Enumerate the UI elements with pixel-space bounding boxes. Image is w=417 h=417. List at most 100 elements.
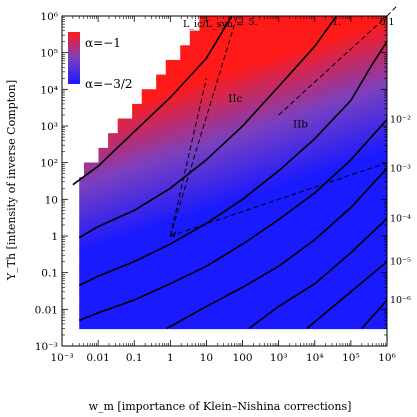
- heatmap-cell: [194, 59, 201, 66]
- heatmap-cell: [218, 133, 225, 139]
- heatmap-cell: [334, 172, 340, 178]
- y-tick-label: 0.1: [41, 268, 58, 280]
- heatmap-cell: [194, 269, 201, 276]
- heatmap-cell: [88, 172, 95, 178]
- heatmap-cell: [146, 240, 152, 247]
- heatmap-cell: [281, 167, 287, 173]
- heatmap-cell: [271, 284, 277, 291]
- heatmap-cell: [329, 294, 335, 300]
- heatmap-cell: [146, 255, 152, 261]
- heatmap-cell: [343, 25, 350, 32]
- heatmap-cell: [257, 177, 263, 183]
- heatmap-cell: [324, 240, 330, 247]
- heatmap-cell: [233, 40, 239, 46]
- heatmap-cell: [266, 55, 273, 61]
- heatmap-cell: [382, 162, 387, 168]
- heatmap-cell: [165, 225, 172, 232]
- heatmap-cell: [362, 274, 369, 281]
- heatmap-cell: [319, 196, 326, 203]
- heatmap-cell: [266, 274, 273, 281]
- heatmap-cell: [185, 64, 191, 71]
- heatmap-cell: [257, 323, 263, 330]
- heatmap-cell: [175, 299, 181, 305]
- heatmap-cell: [228, 201, 234, 208]
- heatmap-cell: [286, 30, 292, 37]
- heatmap-cell: [247, 25, 253, 32]
- heatmap-cell: [257, 172, 263, 178]
- heatmap-cell: [261, 64, 268, 71]
- heatmap-cell: [319, 147, 326, 154]
- heatmap-cell: [180, 79, 186, 85]
- heatmap-cell: [334, 25, 340, 32]
- heatmap-cell: [257, 235, 263, 242]
- heatmap-cell: [122, 152, 128, 159]
- heatmap-cell: [223, 118, 229, 125]
- heatmap-cell: [377, 177, 383, 183]
- heatmap-cell: [257, 133, 263, 139]
- heatmap-cell: [112, 182, 119, 188]
- heatmap-cell: [266, 235, 273, 242]
- heatmap-cell: [223, 265, 229, 271]
- heatmap-cell: [93, 308, 100, 315]
- heatmap-cell: [180, 250, 186, 256]
- heatmap-cell: [204, 99, 210, 105]
- heatmap-cell: [151, 157, 157, 164]
- heatmap-cell: [358, 177, 364, 183]
- heatmap-cell: [93, 235, 100, 242]
- heatmap-cell: [257, 99, 263, 105]
- heatmap-cell: [136, 304, 143, 310]
- heatmap-cell: [194, 167, 201, 173]
- heatmap-cell: [310, 304, 316, 310]
- heatmap-cell: [165, 196, 172, 203]
- heatmap-cell: [362, 113, 369, 120]
- heatmap-cell: [218, 186, 225, 193]
- heatmap-cell: [271, 138, 277, 144]
- heatmap-cell: [343, 177, 350, 183]
- heatmap-cell: [108, 274, 114, 281]
- heatmap-cell: [141, 211, 148, 217]
- heatmap-cell: [170, 167, 177, 173]
- heatmap-cell: [334, 274, 340, 281]
- heatmap-cell: [314, 128, 321, 134]
- heatmap-cell: [286, 172, 292, 178]
- heatmap-cell: [233, 79, 239, 85]
- heatmap-cell: [237, 255, 244, 261]
- heatmap-cell: [223, 221, 229, 227]
- heatmap-cell: [324, 55, 330, 61]
- heatmap-cell: [165, 191, 172, 198]
- heatmap-cell: [247, 55, 253, 61]
- heatmap-cell: [136, 221, 143, 227]
- heatmap-cell: [151, 152, 157, 159]
- heatmap-cell: [223, 74, 229, 81]
- heatmap-cell: [204, 216, 210, 222]
- heatmap-cell: [247, 16, 253, 22]
- heatmap-cell: [170, 323, 177, 330]
- heatmap-cell: [88, 240, 95, 247]
- heatmap-cell: [358, 265, 364, 271]
- heatmap-cell: [79, 265, 85, 271]
- heatmap-cell: [310, 55, 316, 61]
- heatmap-cell: [271, 25, 277, 32]
- x-tick-labels: 10⁻³ 0.01 0.1 1 10 100 10³ 10⁴ 10⁵ 10⁶: [50, 352, 395, 364]
- heatmap-cell: [237, 216, 244, 222]
- heatmap-cell: [194, 260, 201, 266]
- heatmap-cell: [271, 142, 277, 149]
- heatmap-cell: [218, 196, 225, 203]
- heatmap-cell: [93, 265, 100, 271]
- heatmap-cell: [271, 64, 277, 71]
- axis-ticks: [61, 15, 388, 347]
- heatmap-cell: [319, 235, 326, 242]
- heatmap-cell: [358, 221, 364, 227]
- heatmap-cell: [290, 318, 297, 325]
- heatmap-cell: [252, 30, 258, 37]
- heatmap-cell: [98, 196, 104, 203]
- heatmap-cell: [290, 284, 297, 291]
- heatmap-cell: [372, 323, 378, 330]
- heatmap-cell: [108, 186, 114, 193]
- heatmap-cell: [189, 201, 196, 208]
- heatmap-cell: [266, 260, 273, 266]
- heatmap-cell: [185, 294, 191, 300]
- heatmap-cell: [189, 147, 196, 154]
- heatmap-cell: [233, 230, 239, 237]
- heatmap-cell: [242, 74, 249, 81]
